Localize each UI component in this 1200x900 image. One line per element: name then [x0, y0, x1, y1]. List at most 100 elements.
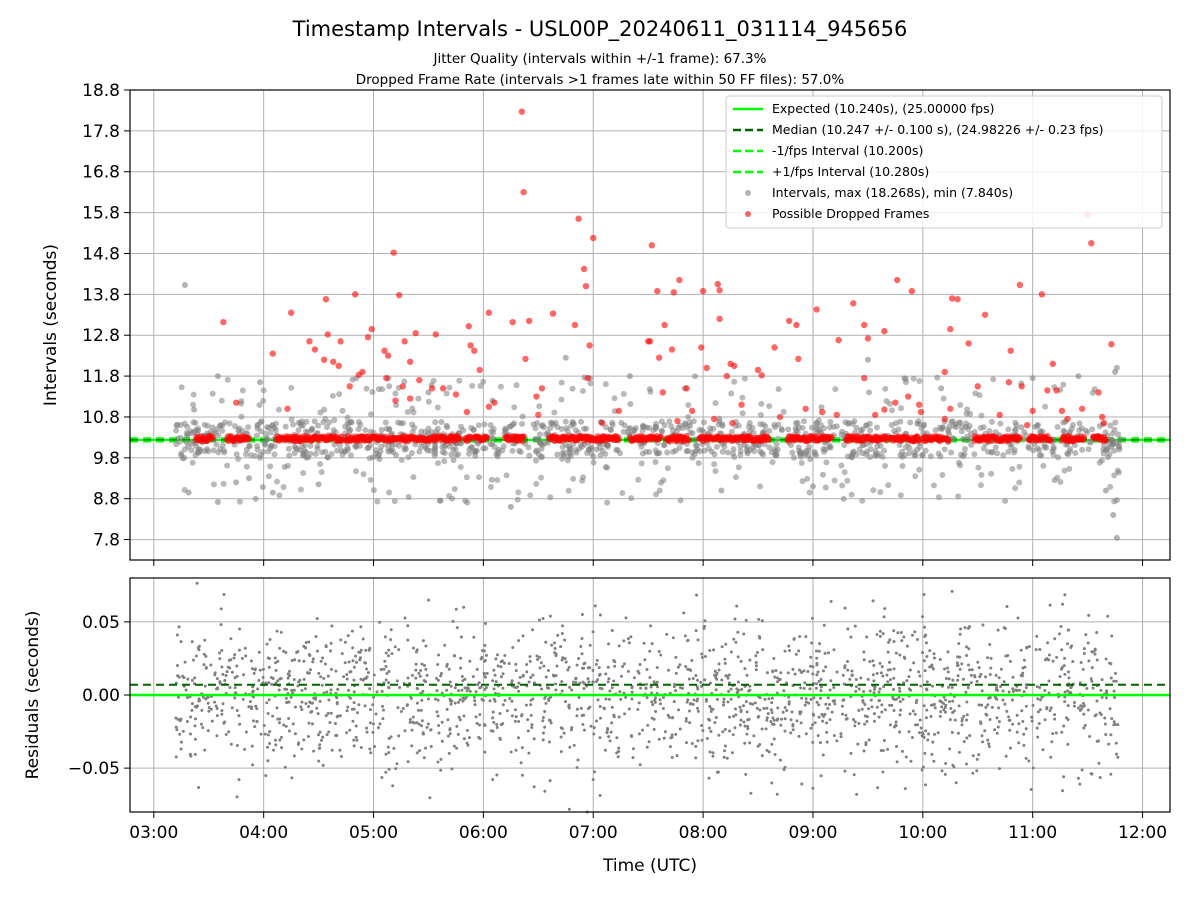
- residual-point: [1030, 719, 1034, 723]
- interval-point: [955, 493, 962, 500]
- residual-point: [619, 697, 623, 701]
- residual-point: [560, 689, 564, 693]
- residual-point: [888, 703, 892, 707]
- interval-point: [724, 449, 731, 456]
- interval-point: [1113, 534, 1120, 541]
- residual-point: [387, 737, 391, 741]
- residual-point: [394, 767, 398, 771]
- residual-point: [1019, 648, 1023, 652]
- residual-point: [930, 684, 934, 688]
- residual-point: [449, 684, 453, 688]
- dropped-frame-point: [754, 366, 762, 374]
- interval-point: [955, 419, 962, 426]
- interval-point: [541, 440, 548, 447]
- residual-point: [1113, 671, 1117, 675]
- residual-point: [483, 658, 487, 662]
- residual-point: [842, 682, 846, 686]
- interval-point: [1112, 440, 1119, 447]
- residual-point: [265, 701, 269, 705]
- residual-point: [931, 667, 935, 671]
- residual-point: [422, 756, 426, 760]
- interval-point: [515, 489, 522, 496]
- residual-point: [749, 791, 753, 795]
- residual-point: [580, 613, 584, 617]
- residual-point: [657, 737, 661, 741]
- residual-point: [733, 617, 737, 621]
- residual-point: [346, 634, 350, 638]
- interval-point: [209, 390, 216, 397]
- residual-point: [279, 630, 283, 634]
- residual-point: [359, 648, 363, 652]
- residual-point: [278, 677, 282, 681]
- residual-point: [215, 714, 219, 718]
- interval-point: [477, 383, 484, 390]
- residual-point: [959, 627, 963, 631]
- top-y-tick-label: 11.8: [82, 367, 120, 387]
- residual-point: [687, 677, 691, 681]
- residual-point: [498, 737, 502, 741]
- residual-point: [249, 659, 253, 663]
- residual-point: [1022, 732, 1026, 736]
- residual-point: [1086, 708, 1090, 712]
- residual-point: [520, 746, 524, 750]
- residual-point: [817, 715, 821, 719]
- residual-point: [787, 702, 791, 706]
- residual-point: [1031, 766, 1035, 770]
- residual-point: [318, 743, 322, 747]
- interval-point: [470, 427, 477, 434]
- residual-point: [668, 745, 672, 749]
- dropped-frame-point: [802, 405, 809, 412]
- interval-point: [480, 378, 487, 385]
- residual-point: [881, 770, 885, 774]
- residual-point: [772, 718, 776, 722]
- residual-point: [848, 677, 852, 681]
- residual-point: [491, 777, 495, 781]
- residual-point: [423, 664, 427, 668]
- residual-point: [594, 662, 598, 666]
- interval-point: [274, 478, 281, 485]
- interval-point: [315, 481, 322, 488]
- residual-point: [770, 781, 774, 785]
- residual-point: [414, 676, 418, 680]
- residual-point: [772, 656, 776, 660]
- residual-point: [554, 654, 558, 658]
- interval-point: [530, 421, 537, 428]
- residual-point: [567, 706, 571, 710]
- residual-point: [300, 700, 304, 704]
- residual-point: [564, 660, 568, 664]
- residual-point: [213, 700, 217, 704]
- residual-point: [321, 763, 325, 767]
- residual-point: [770, 742, 774, 746]
- residual-point: [1093, 714, 1097, 718]
- interval-point: [807, 456, 814, 463]
- residual-point: [193, 737, 197, 741]
- residual-point: [882, 739, 886, 743]
- residual-point: [1019, 674, 1023, 678]
- residual-point: [517, 689, 521, 693]
- residual-point: [776, 706, 780, 710]
- residual-point: [345, 709, 349, 713]
- residual-point: [304, 646, 308, 650]
- interval-point: [620, 390, 627, 397]
- interval-point: [488, 476, 495, 483]
- residual-point: [678, 727, 682, 731]
- residual-point: [864, 741, 868, 745]
- interval-point: [519, 413, 526, 420]
- dropped-frame-point: [996, 411, 1003, 419]
- residual-point: [650, 716, 654, 720]
- interval-point: [670, 448, 677, 455]
- legend-plus-label: +1/fps Interval (10.280s): [772, 164, 929, 179]
- top-axis-ticks: 7.88.89.810.811.812.813.814.815.816.817.…: [82, 81, 1144, 566]
- residual-point: [652, 680, 656, 684]
- interval-point: [646, 385, 653, 392]
- residual-point: [1066, 670, 1070, 674]
- interval-point: [401, 378, 408, 385]
- interval-point: [1040, 462, 1047, 469]
- dropped-frame-point: [908, 287, 916, 295]
- residual-point: [348, 728, 352, 732]
- residual-point: [918, 674, 922, 678]
- residual-point: [975, 769, 979, 773]
- residual-point: [261, 675, 265, 679]
- residual-point: [1043, 718, 1047, 722]
- residual-point: [857, 687, 861, 691]
